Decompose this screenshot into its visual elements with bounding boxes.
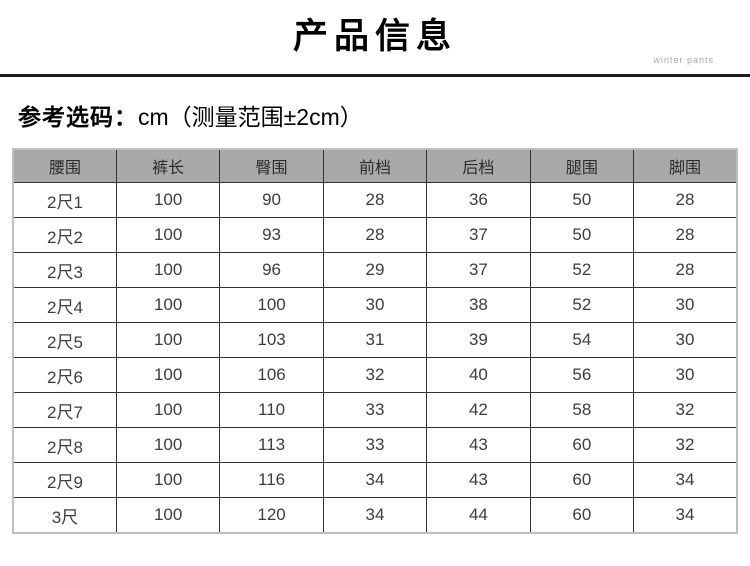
value-cell: 40	[426, 357, 531, 393]
size-table: 腰围 裤长 臀围 前档 后档 腿围 脚围 2尺1 100 90 28 36 50 28 2尺2 100 93 2…	[12, 148, 738, 534]
value-cell: 100	[219, 287, 324, 323]
size-cell: 2尺8	[12, 427, 117, 463]
size-cell: 2尺2	[12, 217, 117, 253]
value-cell: 52	[529, 287, 635, 323]
table-row: 2尺1 100 90 28 36 50 28	[12, 182, 738, 218]
value-cell: 52	[529, 252, 635, 288]
table-row: 3尺 100 120 34 44 60 34	[12, 497, 738, 534]
value-cell: 34	[633, 497, 738, 534]
value-cell: 58	[529, 392, 635, 428]
value-cell: 96	[219, 252, 324, 288]
value-cell: 100	[115, 287, 221, 323]
table-row: 2尺8 100 113 33 43 60 32	[12, 427, 738, 463]
value-cell: 116	[219, 462, 324, 498]
size-cell: 2尺3	[12, 252, 117, 288]
value-cell: 28	[322, 182, 428, 218]
size-cell: 2尺6	[12, 357, 117, 393]
value-cell: 60	[529, 497, 635, 534]
value-cell: 32	[633, 427, 738, 463]
size-cell: 2尺1	[12, 182, 117, 218]
page-title: 产品信息	[292, 17, 457, 56]
value-cell: 106	[219, 357, 324, 393]
column-header: 腰围	[12, 148, 117, 183]
value-cell: 93	[219, 217, 324, 253]
size-reference-heading: 参考选码：cm（测量范围±2cm）	[18, 103, 750, 131]
value-cell: 34	[322, 497, 428, 534]
value-cell: 30	[322, 287, 428, 323]
value-cell: 34	[322, 462, 428, 498]
column-header: 前档	[322, 148, 428, 183]
value-cell: 37	[426, 252, 531, 288]
value-cell: 56	[529, 357, 635, 393]
title-divider	[0, 74, 750, 77]
value-cell: 30	[633, 357, 738, 393]
value-cell: 39	[426, 322, 531, 358]
column-header: 裤长	[115, 148, 221, 183]
value-cell: 28	[633, 252, 738, 288]
table-row: 2尺7 100 110 33 42 58 32	[12, 392, 738, 428]
value-cell: 90	[219, 182, 324, 218]
size-cell: 2尺9	[12, 462, 117, 498]
size-reference-note: cm（测量范围±2cm）	[138, 104, 363, 130]
value-cell: 60	[529, 462, 635, 498]
value-cell: 100	[115, 252, 221, 288]
column-header: 腿围	[529, 148, 635, 183]
value-cell: 100	[115, 182, 221, 218]
value-cell: 31	[322, 322, 428, 358]
column-header: 后档	[426, 148, 531, 183]
value-cell: 33	[322, 427, 428, 463]
value-cell: 100	[115, 427, 221, 463]
value-cell: 34	[633, 462, 738, 498]
size-cell: 2尺7	[12, 392, 117, 428]
table-row: 2尺3 100 96 29 37 52 28	[12, 252, 738, 288]
value-cell: 29	[322, 252, 428, 288]
value-cell: 113	[219, 427, 324, 463]
value-cell: 103	[219, 322, 324, 358]
value-cell: 50	[529, 182, 635, 218]
table-row: 2尺4 100 100 30 38 52 30	[12, 287, 738, 323]
size-cell: 2尺5	[12, 322, 117, 358]
value-cell: 100	[115, 497, 221, 534]
column-header: 臀围	[219, 148, 324, 183]
value-cell: 36	[426, 182, 531, 218]
value-cell: 100	[115, 357, 221, 393]
value-cell: 120	[219, 497, 324, 534]
size-cell: 3尺	[12, 497, 117, 534]
value-cell: 28	[322, 217, 428, 253]
value-cell: 110	[219, 392, 324, 428]
value-cell: 37	[426, 217, 531, 253]
value-cell: 33	[322, 392, 428, 428]
value-cell: 28	[633, 182, 738, 218]
value-cell: 28	[633, 217, 738, 253]
size-table-header: 腰围 裤长 臀围 前档 后档 腿围 脚围	[12, 148, 738, 183]
value-cell: 100	[115, 392, 221, 428]
value-cell: 44	[426, 497, 531, 534]
value-cell: 60	[529, 427, 635, 463]
value-cell: 38	[426, 287, 531, 323]
value-cell: 32	[633, 392, 738, 428]
value-cell: 100	[115, 322, 221, 358]
value-cell: 30	[633, 287, 738, 323]
value-cell: 42	[426, 392, 531, 428]
size-table-body: 2尺1 100 90 28 36 50 28 2尺2 100 93 28 37 50 28 2尺3 100 96…	[12, 182, 738, 534]
watermark: winter pants	[653, 55, 714, 65]
table-row: 2尺5 100 103 31 39 54 30	[12, 322, 738, 358]
size-reference-label: 参考选码：	[18, 104, 138, 130]
value-cell: 100	[115, 217, 221, 253]
table-row: 2尺9 100 116 34 43 60 34	[12, 462, 738, 498]
value-cell: 43	[426, 462, 531, 498]
size-cell: 2尺4	[12, 287, 117, 323]
value-cell: 43	[426, 427, 531, 463]
column-header: 脚围	[633, 148, 738, 183]
value-cell: 54	[529, 322, 635, 358]
header-row: 腰围 裤长 臀围 前档 后档 腿围 脚围	[12, 148, 738, 183]
value-cell: 30	[633, 322, 738, 358]
value-cell: 100	[115, 462, 221, 498]
value-cell: 50	[529, 217, 635, 253]
table-row: 2尺6 100 106 32 40 56 30	[12, 357, 738, 393]
page-header: 产品信息 winter pants	[0, 0, 750, 77]
value-cell: 32	[322, 357, 428, 393]
table-row: 2尺2 100 93 28 37 50 28	[12, 217, 738, 253]
